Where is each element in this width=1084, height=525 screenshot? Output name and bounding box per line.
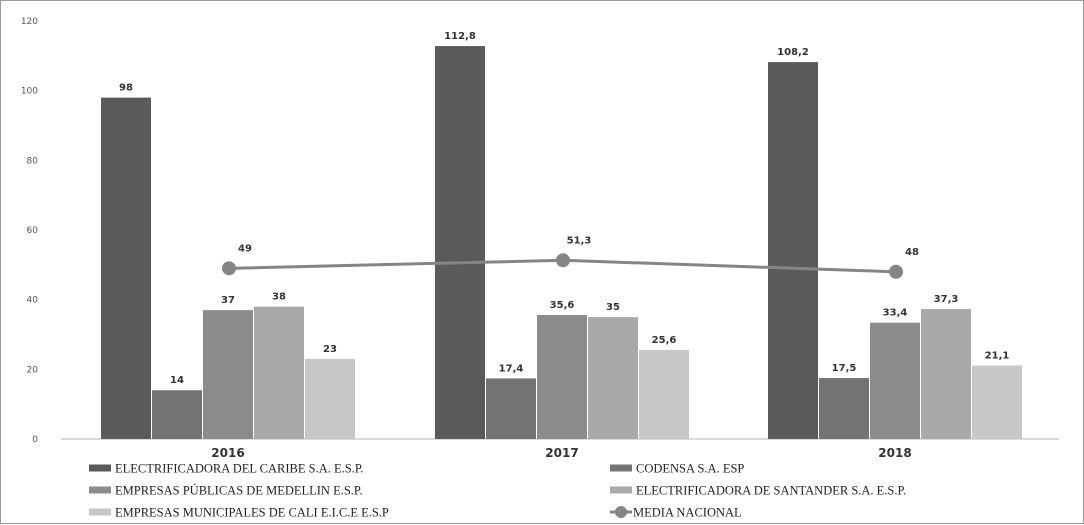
y-tick-label: 120	[21, 17, 38, 27]
bar-data-label: 37,3	[934, 294, 959, 305]
bar	[768, 62, 818, 439]
y-tick-label: 40	[27, 296, 39, 306]
bar	[639, 349, 689, 439]
bar-data-label: 17,4	[499, 363, 524, 374]
bar-data-label: 112,8	[444, 31, 476, 42]
legend-label: ELECTRIFICADORA DE SANTANDER S.A. E.S.P.	[636, 484, 906, 498]
legend-label: CODENSA S.A. ESP	[636, 462, 744, 476]
legend-line-marker	[615, 506, 627, 518]
bar	[203, 310, 253, 439]
bar-data-label: 21,1	[985, 351, 1010, 362]
x-tick-label: 2018	[878, 446, 911, 460]
bar-data-label: 98	[119, 83, 133, 94]
legend-swatch	[89, 464, 111, 472]
line-point	[556, 253, 570, 268]
line-point	[889, 264, 903, 279]
bar-data-label: 17,5	[832, 363, 857, 374]
legend-label: MEDIA NACIONAL	[633, 506, 742, 520]
legend-label: EMPRESAS PÚBLICAS DE MEDELLIN E.S.P.	[115, 484, 363, 498]
legend-swatch	[89, 486, 111, 494]
bar	[588, 317, 638, 439]
x-tick-label: 2017	[545, 446, 578, 460]
bar	[254, 306, 304, 439]
bar-data-label: 35,6	[550, 300, 575, 311]
bar-data-label: 38	[272, 292, 286, 303]
bar	[101, 97, 151, 439]
bar	[152, 390, 202, 439]
line-data-label: 48	[905, 247, 919, 258]
line-data-label: 49	[238, 243, 252, 254]
y-tick-label: 100	[21, 87, 38, 97]
bar	[486, 378, 536, 439]
legend-label: ELECTRIFICADORA DEL CARIBE S.A. E.S.P.	[115, 462, 364, 476]
bar-data-label: 14	[170, 375, 184, 386]
line-data-label: 51,3	[567, 235, 592, 246]
bar-data-label: 35	[606, 302, 620, 313]
bar-data-label: 23	[323, 344, 337, 355]
x-tick-label: 2016	[211, 446, 244, 460]
bar	[819, 378, 869, 439]
bar-data-label: 108,2	[777, 47, 809, 58]
y-tick-label: 60	[27, 226, 39, 236]
bar	[870, 322, 920, 439]
bar-data-label: 25,6	[652, 335, 677, 346]
bar-data-label: 37	[221, 295, 235, 306]
legend-swatch	[89, 508, 111, 516]
bar	[537, 314, 587, 439]
line-point	[222, 261, 236, 276]
y-tick-label: 80	[27, 156, 39, 166]
bar	[435, 46, 485, 439]
legend-swatch	[610, 464, 632, 472]
bar-data-label: 33,4	[883, 308, 908, 319]
bar	[305, 358, 355, 439]
bar	[972, 365, 1022, 439]
legend-label: EMPRESAS MUNICIPALES DE CALI E.I.C.E E.S…	[115, 506, 389, 520]
bar	[921, 309, 971, 439]
y-tick-label: 20	[27, 365, 39, 375]
y-tick-label: 0	[32, 435, 38, 445]
legend-swatch	[610, 486, 632, 494]
